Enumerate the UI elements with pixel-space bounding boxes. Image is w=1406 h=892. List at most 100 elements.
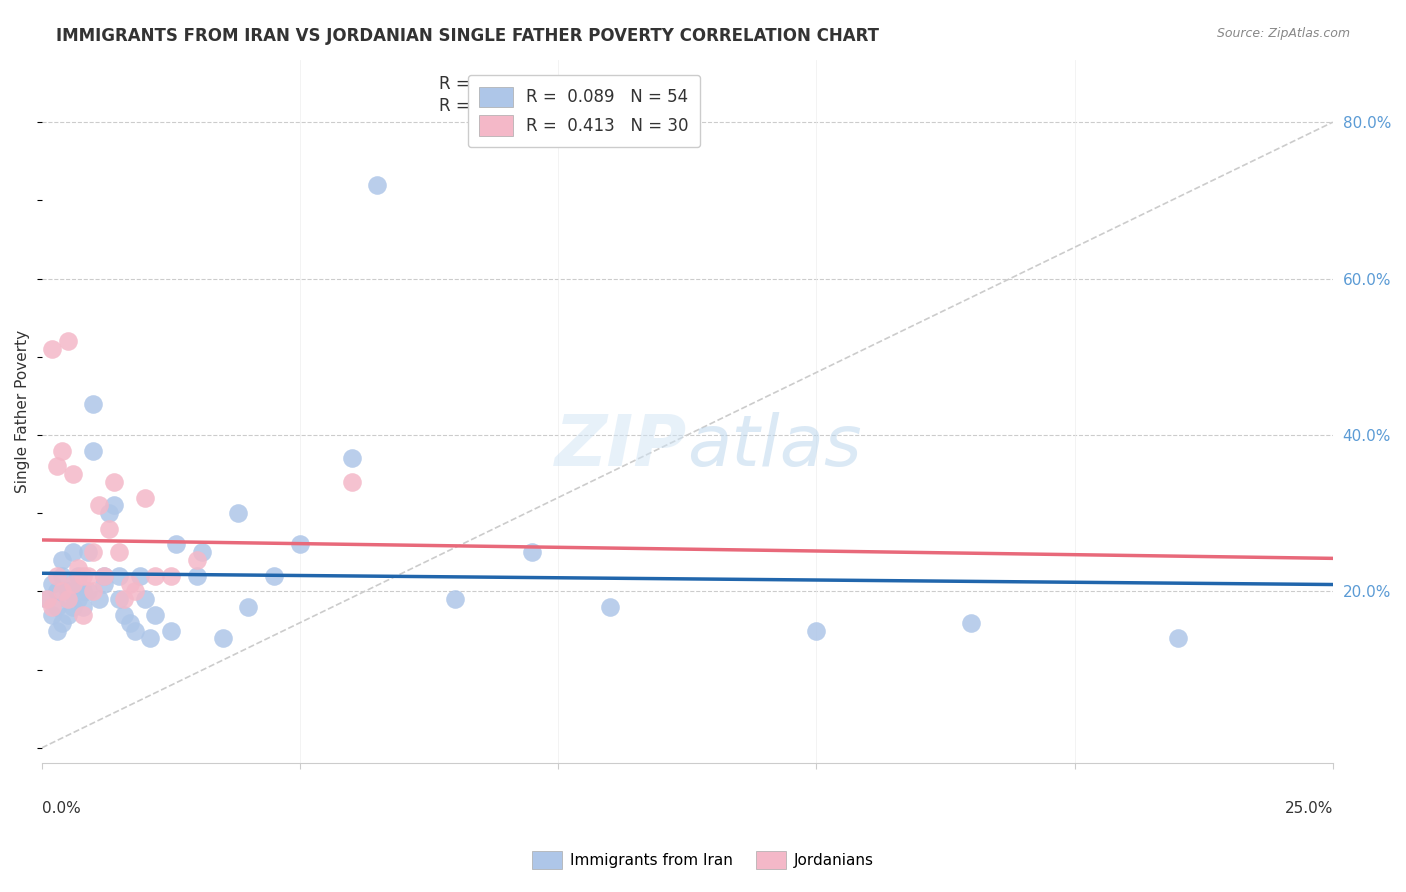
Point bbox=[41, 600, 63, 615]
Point bbox=[51, 568, 73, 582]
Point bbox=[46, 584, 69, 599]
Point bbox=[77, 568, 100, 582]
Point bbox=[77, 545, 100, 559]
Text: N =: N = bbox=[517, 75, 564, 93]
Point bbox=[226, 506, 249, 520]
Point bbox=[97, 506, 120, 520]
Point bbox=[134, 491, 156, 505]
Point bbox=[97, 522, 120, 536]
Point bbox=[118, 576, 141, 591]
Point bbox=[93, 576, 115, 591]
Point bbox=[191, 545, 214, 559]
Text: 0.0%: 0.0% bbox=[42, 801, 80, 816]
Point bbox=[72, 607, 94, 622]
Point bbox=[46, 624, 69, 638]
Point bbox=[35, 592, 58, 607]
Point bbox=[145, 568, 167, 582]
Point bbox=[340, 475, 363, 489]
Point bbox=[108, 545, 131, 559]
Point bbox=[211, 632, 233, 646]
Text: 0.089: 0.089 bbox=[471, 75, 529, 93]
Point bbox=[124, 584, 146, 599]
Text: atlas: atlas bbox=[688, 412, 862, 482]
Point bbox=[118, 615, 141, 630]
Point bbox=[56, 607, 79, 622]
Point bbox=[124, 624, 146, 638]
Point bbox=[288, 537, 311, 551]
Point bbox=[87, 499, 110, 513]
Text: N =: N = bbox=[517, 97, 564, 115]
Text: 30: 30 bbox=[558, 97, 581, 115]
Point bbox=[41, 342, 63, 356]
Point bbox=[134, 592, 156, 607]
Point bbox=[56, 584, 79, 599]
Point bbox=[108, 568, 131, 582]
Point bbox=[1167, 632, 1189, 646]
Point bbox=[66, 576, 89, 591]
Point bbox=[82, 397, 104, 411]
Point bbox=[51, 443, 73, 458]
Point bbox=[56, 334, 79, 348]
Text: ZIP: ZIP bbox=[555, 412, 688, 482]
Point bbox=[93, 568, 115, 582]
Point bbox=[82, 584, 104, 599]
Point bbox=[66, 568, 89, 582]
Point bbox=[87, 592, 110, 607]
Legend: R =  0.089   N = 54, R =  0.413   N = 30: R = 0.089 N = 54, R = 0.413 N = 30 bbox=[468, 75, 700, 147]
Text: 0.413: 0.413 bbox=[471, 97, 529, 115]
Point bbox=[238, 600, 260, 615]
Point bbox=[145, 607, 167, 622]
Point bbox=[108, 592, 131, 607]
Point bbox=[103, 475, 125, 489]
Point bbox=[366, 178, 388, 192]
Point bbox=[51, 553, 73, 567]
Point bbox=[129, 568, 152, 582]
Point bbox=[62, 545, 84, 559]
Point bbox=[160, 568, 183, 582]
Point bbox=[165, 537, 187, 551]
Point bbox=[62, 600, 84, 615]
Point bbox=[51, 584, 73, 599]
Point bbox=[444, 592, 467, 607]
Point bbox=[263, 568, 285, 582]
Point bbox=[77, 584, 100, 599]
Point bbox=[522, 545, 544, 559]
Text: 54: 54 bbox=[558, 75, 581, 93]
Point bbox=[62, 576, 84, 591]
Point bbox=[112, 607, 135, 622]
Point bbox=[103, 499, 125, 513]
Point bbox=[46, 459, 69, 474]
Point bbox=[82, 443, 104, 458]
Point bbox=[72, 568, 94, 582]
Point bbox=[35, 592, 58, 607]
Text: IMMIGRANTS FROM IRAN VS JORDANIAN SINGLE FATHER POVERTY CORRELATION CHART: IMMIGRANTS FROM IRAN VS JORDANIAN SINGLE… bbox=[56, 27, 879, 45]
Point bbox=[72, 600, 94, 615]
Point bbox=[51, 615, 73, 630]
Text: R =: R = bbox=[440, 75, 475, 93]
Point bbox=[340, 451, 363, 466]
Point bbox=[186, 568, 208, 582]
Point bbox=[62, 467, 84, 482]
Point bbox=[160, 624, 183, 638]
Point bbox=[56, 592, 79, 607]
Legend: Immigrants from Iran, Jordanians: Immigrants from Iran, Jordanians bbox=[526, 845, 880, 875]
Point bbox=[66, 592, 89, 607]
Point bbox=[806, 624, 828, 638]
Text: Source: ZipAtlas.com: Source: ZipAtlas.com bbox=[1216, 27, 1350, 40]
Point bbox=[46, 600, 69, 615]
Point bbox=[93, 568, 115, 582]
Point bbox=[112, 592, 135, 607]
Point bbox=[66, 561, 89, 575]
Point bbox=[41, 576, 63, 591]
Point bbox=[186, 553, 208, 567]
Point bbox=[82, 545, 104, 559]
Point bbox=[139, 632, 162, 646]
Point bbox=[56, 592, 79, 607]
Text: 25.0%: 25.0% bbox=[1285, 801, 1333, 816]
Point bbox=[72, 584, 94, 599]
Point bbox=[41, 607, 63, 622]
Y-axis label: Single Father Poverty: Single Father Poverty bbox=[15, 330, 30, 493]
Point bbox=[599, 600, 621, 615]
Point bbox=[960, 615, 983, 630]
Text: R =: R = bbox=[440, 97, 475, 115]
